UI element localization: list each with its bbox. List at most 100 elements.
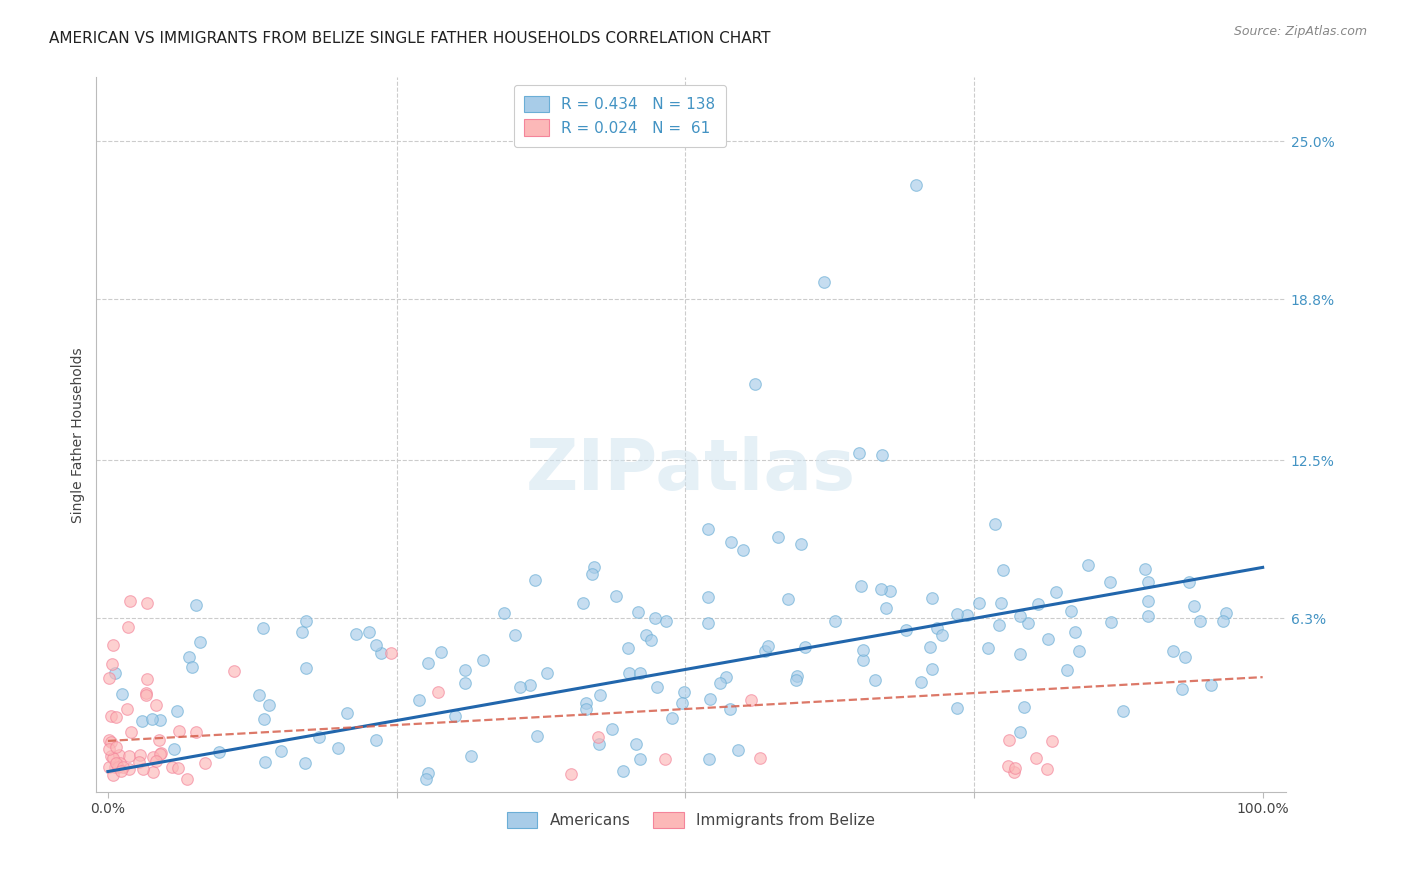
Point [184, 599, 207, 613]
Point [101, 767, 124, 781]
Point [1136, 608, 1159, 623]
Point [100, 709, 122, 723]
Text: Source: ZipAtlas.com: Source: ZipAtlas.com [1233, 25, 1367, 38]
Point [574, 696, 596, 710]
Point [105, 739, 128, 754]
Point [254, 756, 277, 770]
Point [931, 628, 953, 642]
Point [894, 623, 917, 637]
Point [588, 737, 610, 751]
Text: ZIPatlas: ZIPatlas [526, 436, 856, 505]
Point [145, 754, 167, 768]
Point [697, 752, 720, 766]
Point [1215, 606, 1237, 620]
Point [794, 640, 817, 654]
Point [149, 746, 172, 760]
Point [661, 711, 683, 725]
Point [98, 671, 121, 685]
Point [523, 573, 546, 587]
Point [998, 732, 1021, 747]
Point [1056, 664, 1078, 678]
Point [910, 674, 932, 689]
Point [418, 656, 440, 670]
Point [526, 729, 548, 743]
Point [851, 579, 873, 593]
Point [471, 653, 494, 667]
Point [430, 645, 453, 659]
Point [560, 767, 582, 781]
Point [785, 673, 807, 688]
Point [519, 678, 541, 692]
Point [253, 713, 276, 727]
Point [967, 596, 990, 610]
Legend: Americans, Immigrants from Belize: Americans, Immigrants from Belize [501, 806, 882, 834]
Point [259, 698, 281, 713]
Point [720, 534, 742, 549]
Point [98, 759, 121, 773]
Point [120, 724, 142, 739]
Point [946, 701, 969, 715]
Point [294, 756, 316, 770]
Point [1036, 632, 1059, 646]
Point [744, 376, 766, 391]
Point [427, 685, 450, 699]
Point [956, 608, 979, 623]
Point [270, 744, 292, 758]
Point [987, 617, 1010, 632]
Point [295, 661, 318, 675]
Point [718, 702, 741, 716]
Point [697, 591, 720, 605]
Point [1201, 678, 1223, 692]
Point [167, 724, 190, 739]
Point [583, 560, 606, 574]
Point [697, 522, 720, 536]
Point [364, 638, 387, 652]
Point [612, 764, 634, 779]
Point [177, 650, 200, 665]
Point [588, 730, 610, 744]
Point [308, 730, 330, 744]
Point [460, 749, 482, 764]
Point [1098, 574, 1121, 589]
Point [503, 628, 526, 642]
Point [104, 666, 127, 681]
Point [1137, 594, 1160, 608]
Point [630, 666, 652, 681]
Point [117, 762, 139, 776]
Point [645, 681, 668, 695]
Point [148, 747, 170, 761]
Point [699, 692, 721, 706]
Point [142, 764, 165, 779]
Point [634, 628, 657, 642]
Point [249, 688, 271, 702]
Point [104, 756, 127, 770]
Point [754, 644, 776, 658]
Point [749, 750, 772, 764]
Point [1212, 615, 1234, 629]
Point [654, 752, 676, 766]
Point [336, 706, 359, 721]
Point [1010, 608, 1032, 623]
Point [131, 714, 153, 728]
Point [786, 669, 808, 683]
Point [328, 740, 350, 755]
Point [142, 750, 165, 764]
Point [415, 772, 437, 787]
Point [145, 698, 167, 712]
Point [813, 275, 835, 289]
Point [1040, 734, 1063, 748]
Point [852, 643, 875, 657]
Point [416, 766, 439, 780]
Point [104, 710, 127, 724]
Point [624, 737, 647, 751]
Point [776, 591, 799, 606]
Point [824, 614, 846, 628]
Point [921, 662, 943, 676]
Point [1025, 751, 1047, 765]
Point [1012, 699, 1035, 714]
Point [117, 620, 139, 634]
Point [605, 589, 627, 603]
Point [626, 605, 648, 619]
Point [107, 760, 129, 774]
Point [166, 761, 188, 775]
